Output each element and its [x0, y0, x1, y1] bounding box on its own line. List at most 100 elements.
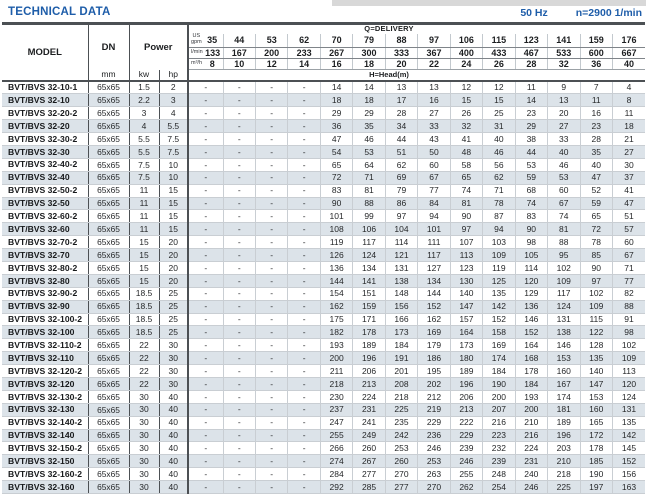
- dn-column-header: DN: [88, 23, 130, 70]
- head-value-cell: 14: [352, 80, 386, 95]
- head-value-cell: 181: [547, 403, 581, 417]
- table-row: BVT/BVS 32-150-2 65x65 30 40- - - -266 260 253 24…: [2, 441, 645, 456]
- head-value-cell: -: [188, 377, 224, 391]
- head-value-cell: 179: [417, 338, 451, 353]
- head-value-cell: 33: [417, 119, 451, 134]
- delivery-header-value: 18: [352, 58, 386, 70]
- head-value-cell: 153: [580, 390, 613, 404]
- power-kw-cell: 3: [129, 106, 160, 121]
- head-value-cell: 117: [547, 287, 581, 301]
- table-row: BVT/BVS 32-80 65x65 15 20- - - -144 141 138 134 13…: [2, 274, 645, 288]
- dn-cell: 65x65: [88, 467, 130, 482]
- head-value-cell: 15: [450, 93, 484, 108]
- head-value-cell: -: [255, 300, 289, 314]
- head-value-cell: 146: [515, 313, 549, 327]
- head-value-cell: 164: [450, 325, 484, 340]
- head-value-cell: 67: [612, 248, 645, 262]
- head-value-cell: 46: [547, 158, 581, 172]
- dn-cell: 65x65: [88, 80, 130, 95]
- model-cell: BVT/BVS 32-100-2: [2, 313, 89, 327]
- head-value-cell: 72: [320, 171, 354, 185]
- model-cell: BVT/BVS 32-20: [2, 119, 89, 134]
- power-hp-cell: 10: [159, 158, 190, 172]
- head-value-cell: 142: [612, 429, 645, 443]
- head-value-cell: 219: [417, 403, 451, 417]
- power-hp-cell: 40: [159, 390, 190, 404]
- head-value-cell: 102: [612, 338, 645, 353]
- head-value-cell: 29: [515, 119, 549, 134]
- head-value-cell: 193: [515, 390, 549, 404]
- power-hp-cell: 40: [159, 467, 190, 482]
- head-value-cell: -: [255, 325, 289, 340]
- head-value-cell: -: [287, 132, 321, 146]
- head-value-cell: 117: [352, 235, 386, 250]
- model-cell: BVT/BVS 32-100: [2, 325, 89, 340]
- head-value-cell: 38: [515, 132, 549, 146]
- head-value-cell: -: [188, 454, 224, 469]
- head-value-cell: -: [223, 93, 256, 108]
- model-cell: BVT/BVS 32-30: [2, 145, 89, 159]
- head-value-cell: -: [287, 80, 321, 95]
- head-value-cell: 53: [515, 158, 549, 172]
- speed-value: n=2900 1/min: [575, 7, 642, 19]
- head-value-cell: 260: [385, 454, 419, 469]
- dn-cell: 65x65: [88, 248, 130, 262]
- head-value-cell: -: [255, 351, 289, 366]
- head-value-cell: 160: [547, 364, 581, 378]
- page-title: TECHNICAL DATA: [8, 6, 111, 18]
- head-value-cell: 174: [482, 351, 516, 366]
- head-value-cell: 35: [352, 119, 386, 134]
- head-value-cell: 239: [450, 441, 484, 456]
- power-hp-cell: 7.5: [159, 132, 190, 146]
- head-value-cell: 50: [417, 145, 451, 159]
- delivery-header-value: 300: [352, 47, 386, 59]
- power-hp-cell: 40: [159, 441, 190, 456]
- head-value-cell: 125: [482, 274, 516, 288]
- model-cell: BVT/BVS 32-60: [2, 222, 89, 237]
- delivery-header-value: 433: [482, 47, 516, 59]
- head-value-cell: 210: [515, 416, 549, 430]
- delivery-header-value: 159: [580, 33, 613, 48]
- head-value-cell: 218: [385, 390, 419, 404]
- power-kw-cell: 15: [129, 274, 160, 288]
- kw-header: kw: [129, 69, 160, 82]
- head-value-cell: -: [188, 235, 224, 250]
- power-hp-cell: 40: [159, 429, 190, 443]
- head-value-cell: 266: [320, 441, 354, 456]
- head-value-cell: 90: [450, 209, 484, 224]
- head-value-cell: 29: [320, 106, 354, 121]
- head-value-cell: -: [255, 261, 289, 275]
- m3h-first-value: 8: [209, 58, 215, 69]
- table-row: BVT/BVS 32-140 65x65 30 40- - - -255 249 242 236 2…: [2, 429, 645, 443]
- head-value-cell: 157: [450, 313, 484, 327]
- head-value-cell: 7: [580, 80, 613, 95]
- head-value-cell: 186: [417, 351, 451, 366]
- head-value-cell: 246: [450, 454, 484, 469]
- table-row: BVT/BVS 32-90-2 65x65 18.5 25- - - -154 151 148 1…: [2, 287, 645, 301]
- power-kw-cell: 18.5: [129, 300, 160, 314]
- head-value-cell: 117: [417, 248, 451, 262]
- head-value-cell: 200: [320, 351, 354, 366]
- power-kw-cell: 18.5: [129, 325, 160, 340]
- us-gpm-unit-label: US gpm: [191, 33, 202, 46]
- table-header: MODEL DN Power Q=DELIVERY US gpm 35 44 53 6…: [2, 23, 645, 82]
- head-value-cell: 126: [320, 248, 354, 262]
- model-column-header: MODEL: [2, 23, 89, 82]
- power-hp-cell: 40: [159, 403, 190, 417]
- head-value-cell: 13: [417, 80, 451, 95]
- table-row: BVT/BVS 32-20-2 65x65 3 4- - - -29 29 28 27 26 25 23…: [2, 106, 645, 121]
- power-kw-cell: 22: [129, 338, 160, 353]
- table-row: BVT/BVS 32-120-2 65x65 22 30- - - -211 206 201 19…: [2, 364, 645, 378]
- head-value-cell: 120: [515, 274, 549, 288]
- head-value-cell: 102: [547, 261, 581, 275]
- head-value-cell: 90: [515, 222, 549, 237]
- head-value-cell: 23: [580, 119, 613, 134]
- head-value-cell: 144: [417, 287, 451, 301]
- head-value-cell: 95: [547, 248, 581, 262]
- model-cell: BVT/BVS 32-120-2: [2, 364, 89, 378]
- head-value-cell: -: [287, 235, 321, 250]
- dn-cell: 65x65: [88, 287, 130, 301]
- delivery-header-value: 400: [450, 47, 484, 59]
- head-value-cell: -: [188, 106, 224, 121]
- head-value-cell: 152: [482, 313, 516, 327]
